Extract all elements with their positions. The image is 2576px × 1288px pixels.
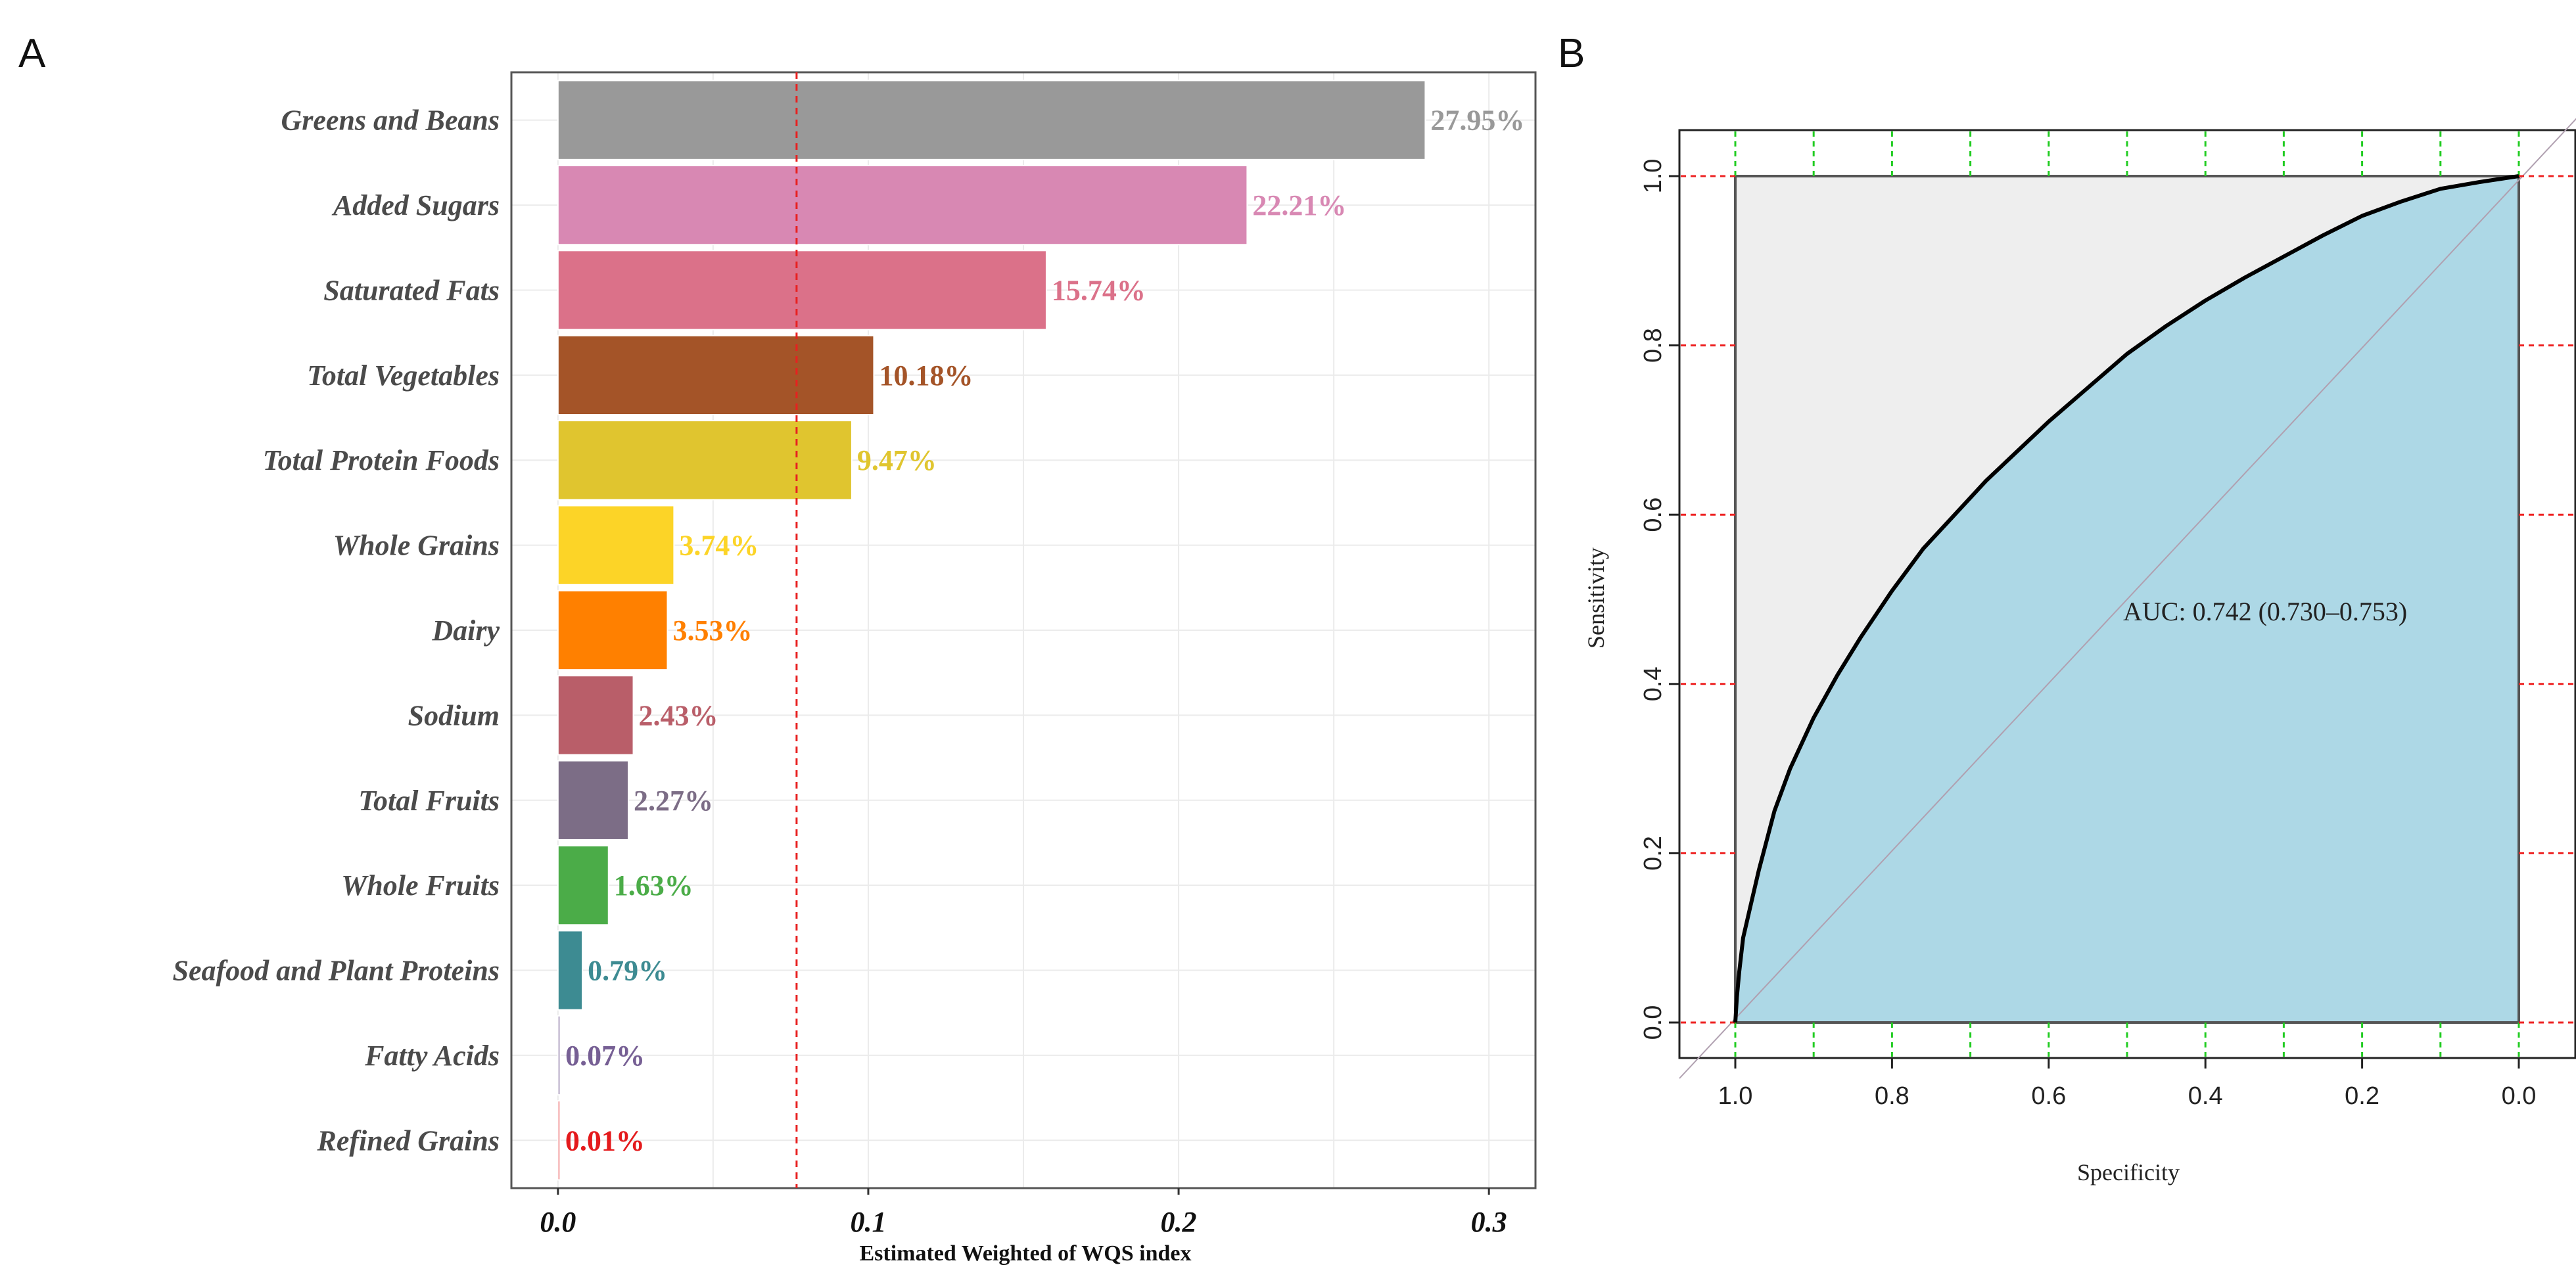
- bar: [557, 589, 668, 671]
- bar: [557, 505, 675, 586]
- bar-value-label: 0.79%: [588, 955, 667, 987]
- category-label: Seafood and Plant Proteins: [173, 955, 500, 987]
- category-label: Whole Fruits: [341, 869, 500, 902]
- roc-x-tick-label: 1.0: [1718, 1082, 1753, 1110]
- category-label: Whole Grains: [333, 530, 500, 562]
- bar: [557, 250, 1047, 331]
- roc-x-tick-label: 0.2: [2345, 1082, 2379, 1110]
- roc-y-tick-label: 0.4: [1639, 666, 1667, 701]
- roc-axes: 1.0 0.8 0.6 0.4 0.2 0.0 0.0 0.2 0.4 0.6 0.8 1.0: [1639, 159, 2536, 1110]
- auc-label: AUC: 0.742 (0.730–0.753): [2123, 597, 2407, 626]
- bar: [557, 420, 853, 501]
- bar-chart-bars: [557, 72, 1426, 1188]
- bar-value-label: 0.01%: [565, 1124, 645, 1157]
- roc-x-tick-label: 0.4: [2188, 1082, 2223, 1110]
- roc-y-tick-label: 0.8: [1639, 328, 1667, 363]
- roc-y-axis-title: Sensitivity: [1583, 547, 1609, 649]
- panel-b-letter: B: [1558, 31, 1585, 76]
- diagonal-reference-line: [1679, 118, 2576, 1079]
- roc-x-tick-label: 0.0: [2502, 1082, 2537, 1110]
- bar-value-label: 9.47%: [857, 444, 937, 476]
- category-label: Total Fruits: [358, 785, 500, 817]
- bar: [557, 334, 875, 416]
- category-label: Fatty Acids: [364, 1040, 500, 1072]
- category-label: Refined Grains: [317, 1124, 500, 1157]
- roc-y-tick-label: 0.2: [1639, 836, 1667, 871]
- roc-plot-area: [1678, 118, 2576, 1079]
- bar: [557, 930, 584, 1011]
- roc-curve: [1733, 174, 2519, 1023]
- bar-value-label: 10.18%: [879, 359, 973, 392]
- roc-y-tick-label: 0.6: [1639, 497, 1667, 532]
- bar-chart-category-labels: Greens and Beans Added Sugars Saturated Fa…: [173, 104, 500, 1157]
- panel-a-letter: A: [18, 31, 46, 76]
- x-tick-label: 0.0: [540, 1206, 576, 1238]
- category-label: Greens and Beans: [281, 104, 500, 137]
- roc-x-axis-title: Specificity: [2077, 1159, 2180, 1185]
- bar-chart-x-ticks: 0.0 0.1 0.2 0.3: [540, 1188, 1507, 1238]
- category-label: Saturated Fats: [323, 274, 500, 306]
- bar-value-label: 15.74%: [1052, 274, 1146, 306]
- bar: [557, 1015, 561, 1096]
- x-tick-label: 0.2: [1161, 1206, 1197, 1238]
- bar: [557, 675, 634, 756]
- bar: [557, 1100, 561, 1181]
- bar: [557, 844, 609, 926]
- category-label: Added Sugars: [331, 189, 500, 221]
- bar-value-label: 1.63%: [614, 869, 693, 902]
- bar: [557, 760, 629, 840]
- bar: [557, 80, 1426, 160]
- bar-value-label: 2.27%: [634, 785, 713, 817]
- roc-x-tick-label: 0.6: [2031, 1082, 2066, 1110]
- bar-value-label: 27.95%: [1430, 104, 1524, 137]
- category-label: Total Protein Foods: [263, 444, 500, 476]
- bar-value-label: 2.43%: [639, 699, 718, 731]
- bar: [557, 164, 1248, 246]
- roc-x-tick-label: 0.8: [1875, 1082, 1909, 1110]
- bar-chart-value-labels: 27.95% 22.21% 15.74% 10.18% 9.47% 3.74% 3.53% 2…: [565, 104, 1525, 1157]
- bar-value-label: 3.53%: [672, 614, 752, 647]
- category-label: Dairy: [431, 614, 500, 647]
- x-tick-label: 0.3: [1471, 1206, 1507, 1238]
- bar-value-label: 22.21%: [1252, 189, 1346, 221]
- roc-chart: 1.0 0.8 0.6 0.4 0.2 0.0 0.0 0.2 0.4 0.6 0.8 1.0 AUC…: [1583, 118, 2576, 1185]
- roc-y-tick-label: 0.0: [1639, 1005, 1667, 1040]
- category-label: Total Vegetables: [307, 359, 500, 392]
- bar-value-label: 0.07%: [565, 1040, 645, 1072]
- x-tick-label: 0.1: [850, 1206, 886, 1238]
- bar-chart-x-axis-title: Estimated Weighted of WQS index: [859, 1241, 1191, 1266]
- bar-value-label: 3.74%: [679, 530, 759, 562]
- roc-y-tick-label: 1.0: [1639, 159, 1667, 194]
- category-label: Sodium: [408, 699, 500, 731]
- bar-chart-panel-border: [510, 71, 1537, 1189]
- bar-chart: Greens and Beans Added Sugars Saturated Fa…: [173, 71, 1537, 1266]
